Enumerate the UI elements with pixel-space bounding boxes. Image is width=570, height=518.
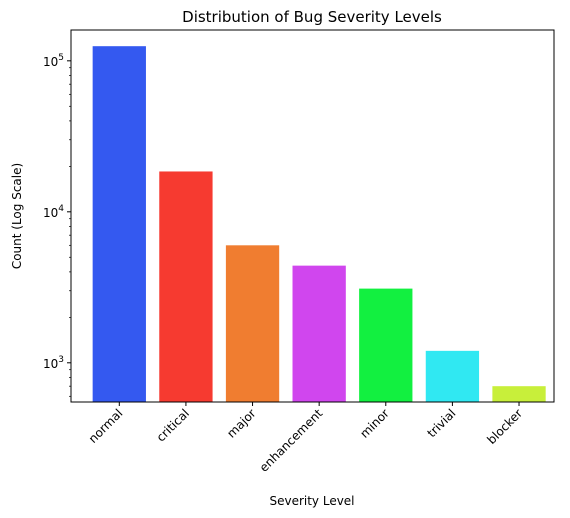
x-tick-label: major	[224, 406, 258, 440]
bar-trivial	[425, 350, 480, 402]
x-tick-label: critical	[154, 406, 192, 444]
y-tick-label: 105	[43, 53, 64, 69]
bar-minor	[359, 288, 413, 402]
x-tick-label: blocker	[484, 406, 525, 447]
chart-title: Distribution of Bug Severity Levels	[182, 8, 442, 26]
x-tick-label: trivial	[425, 406, 459, 440]
bars-group	[92, 46, 546, 402]
x-tick-label: enhancement	[257, 406, 326, 475]
x-tick-label: normal	[86, 406, 126, 446]
bar-enhancement	[292, 265, 346, 402]
bar-normal	[92, 46, 146, 402]
bar-major	[225, 245, 280, 402]
bar-blocker	[492, 386, 546, 402]
x-axis-label: Severity Level	[269, 494, 354, 508]
y-axis-label: Count (Log Scale)	[10, 163, 24, 269]
plot-frame	[70, 29, 555, 403]
bar-critical	[159, 171, 213, 402]
x-tick-label: minor	[357, 406, 392, 441]
y-tick-label: 104	[43, 204, 64, 220]
y-tick-label: 103	[43, 355, 64, 371]
y-axis-ticks: 103 104 105	[43, 53, 71, 397]
